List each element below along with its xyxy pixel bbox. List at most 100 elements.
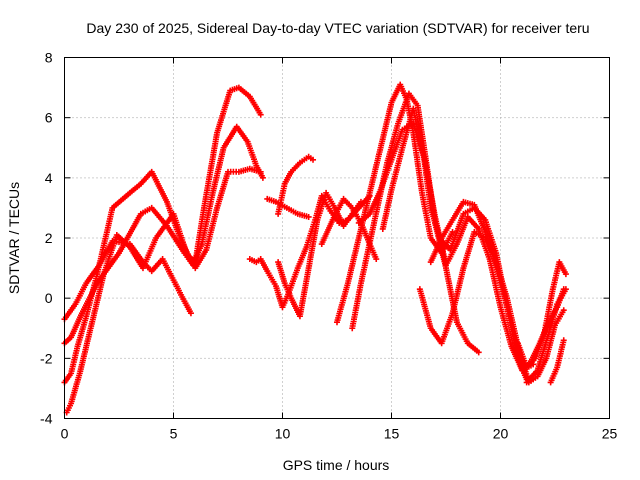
segment-markers [357, 212, 371, 225]
data-point [560, 337, 567, 344]
series-arc-6 [275, 153, 317, 217]
segment-markers [171, 279, 187, 303]
segment-markers [555, 288, 568, 305]
series-arc-16 [514, 259, 569, 371]
segment-markers [297, 267, 312, 317]
segment-markers [160, 258, 176, 281]
series-arc-17 [523, 286, 569, 386]
x-tick-label: 20 [493, 426, 509, 442]
segment-markers [140, 237, 159, 269]
segment-markers [295, 246, 309, 269]
segment-markers [128, 245, 145, 270]
segment-markers [472, 204, 488, 233]
segment-markers [428, 237, 444, 264]
segment-markers [525, 369, 539, 384]
segment-markers [62, 372, 73, 384]
segment-markers [533, 333, 547, 360]
series-arc-9 [318, 195, 380, 263]
data-point [475, 349, 482, 356]
segment-markers [193, 249, 208, 270]
segment-markers [466, 215, 481, 231]
segment-markers [68, 312, 84, 339]
segment-markers [498, 306, 514, 348]
segment-markers [111, 191, 132, 210]
segment-markers [407, 92, 420, 107]
segment-markers [165, 224, 187, 255]
y-tick-label: -2 [40, 350, 53, 366]
series-arc-5 [264, 195, 312, 220]
segment-markers [290, 161, 302, 173]
segment-markers [421, 159, 434, 209]
segment-markers [557, 261, 568, 276]
segment-markers [154, 212, 176, 240]
segment-markers [410, 131, 425, 194]
segment-markers [410, 107, 427, 161]
segment-markers [546, 303, 560, 336]
segment-markers [214, 89, 233, 134]
segment-markers [237, 86, 251, 99]
segment-markers [296, 211, 310, 220]
segment-markers [64, 402, 73, 414]
segment-markers [115, 233, 132, 249]
segment-markers [541, 288, 556, 335]
segment-markers [553, 309, 566, 327]
data-point [310, 156, 317, 163]
chart-title: Day 230 of 2025, Sidereal Day-to-day VTE… [86, 20, 589, 36]
segment-markers [63, 335, 73, 345]
y-tick-label: -4 [40, 411, 53, 427]
data-point [562, 271, 569, 278]
data-point [373, 256, 380, 263]
segment-markers [428, 207, 442, 239]
segment-markers [334, 282, 351, 324]
data-point [187, 310, 194, 317]
segment-markers [192, 207, 207, 263]
segment-markers [299, 155, 310, 165]
segment-markers [450, 267, 466, 315]
segment-markers [450, 200, 466, 221]
segment-markers [306, 219, 320, 269]
segment-markers [550, 261, 562, 290]
segment-markers [380, 189, 394, 230]
segment-markers [68, 345, 80, 375]
segment-markers [275, 183, 288, 215]
segment-markers [68, 372, 83, 405]
segment-markers [342, 212, 354, 227]
segment-markers [395, 92, 412, 125]
segment-markers [444, 243, 459, 266]
data-points [61, 81, 569, 416]
series-arc-10 [334, 81, 456, 326]
segment-markers [504, 297, 521, 348]
segment-markers [554, 339, 567, 369]
segment-markers [378, 158, 394, 191]
segment-markers [210, 146, 227, 194]
y-tick-label: 0 [45, 290, 53, 306]
segment-markers [493, 261, 510, 299]
segment-markers [439, 219, 455, 239]
series-arc-8 [275, 189, 364, 320]
segment-markers [221, 125, 239, 149]
y-tick-label: 6 [45, 110, 53, 126]
segment-markers [483, 237, 499, 264]
segment-markers [315, 192, 329, 221]
grid [64, 57, 610, 419]
axis-ticks: 0 5 10 15 20 25 -4 -2 0 2 4 6 8 [40, 50, 617, 442]
segment-markers [75, 315, 89, 348]
segment-markers [473, 230, 487, 240]
series-arc-18 [547, 337, 567, 386]
segment-markers [319, 219, 335, 245]
segment-markers [101, 234, 120, 275]
segment-markers [201, 131, 220, 209]
segment-markers [238, 166, 251, 175]
segment-markers [245, 140, 259, 167]
segment-markers [282, 282, 294, 299]
x-tick-label: 5 [170, 426, 178, 442]
segment-markers [248, 95, 263, 116]
segment-markers [229, 85, 240, 93]
segment-markers [349, 282, 364, 329]
segment-markers [62, 303, 77, 321]
data-point [357, 198, 364, 205]
x-tick-label: 0 [61, 426, 69, 442]
segment-markers [454, 216, 470, 245]
x-axis-label: GPS time / hours [283, 457, 390, 473]
